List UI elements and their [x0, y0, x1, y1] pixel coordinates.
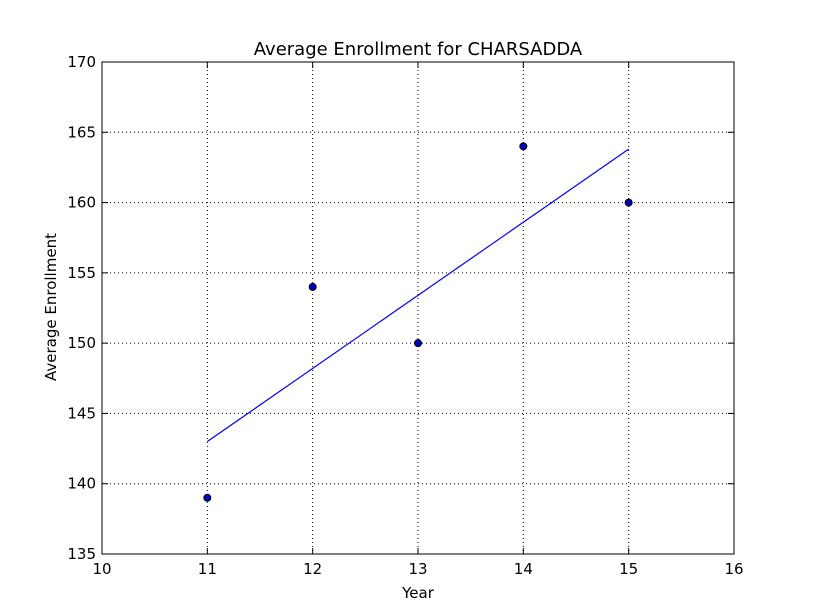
scatter-point [624, 198, 633, 207]
scatter-point [203, 493, 212, 502]
plot-frame [101, 61, 735, 555]
y-tick-label: 145 [67, 404, 96, 422]
x-tick-label: 12 [303, 560, 322, 578]
trend-line [206, 148, 630, 443]
plot-data [203, 142, 633, 502]
x-tick-label: 13 [408, 560, 427, 578]
scatter-point [414, 339, 422, 348]
x-tick-label: 14 [514, 560, 533, 578]
ticks: 10 11 12 13 14 15 16 135 140 145 150 155 160 165 170 [67, 53, 743, 578]
y-tick-label: 140 [67, 475, 96, 493]
scatter-point [308, 282, 317, 291]
y-tick-label: 170 [67, 53, 96, 71]
y-tick-label: 150 [67, 334, 96, 352]
scatter-point [519, 142, 528, 151]
y-axis-label: Average Enrollment [42, 233, 60, 381]
chart-title: Average Enrollment for CHARSADDA [254, 39, 583, 60]
y-tick-label: 160 [67, 194, 96, 212]
y-tick-label: 155 [67, 264, 96, 282]
y-tick-label: 135 [67, 545, 96, 563]
x-tick-label: 10 [92, 560, 111, 578]
x-tick-label: 16 [724, 560, 743, 578]
x-tick-label: 15 [619, 560, 638, 578]
y-tick-label: 165 [67, 123, 96, 141]
x-axis-label: Year [401, 584, 435, 602]
x-tick-label: 11 [198, 560, 217, 578]
